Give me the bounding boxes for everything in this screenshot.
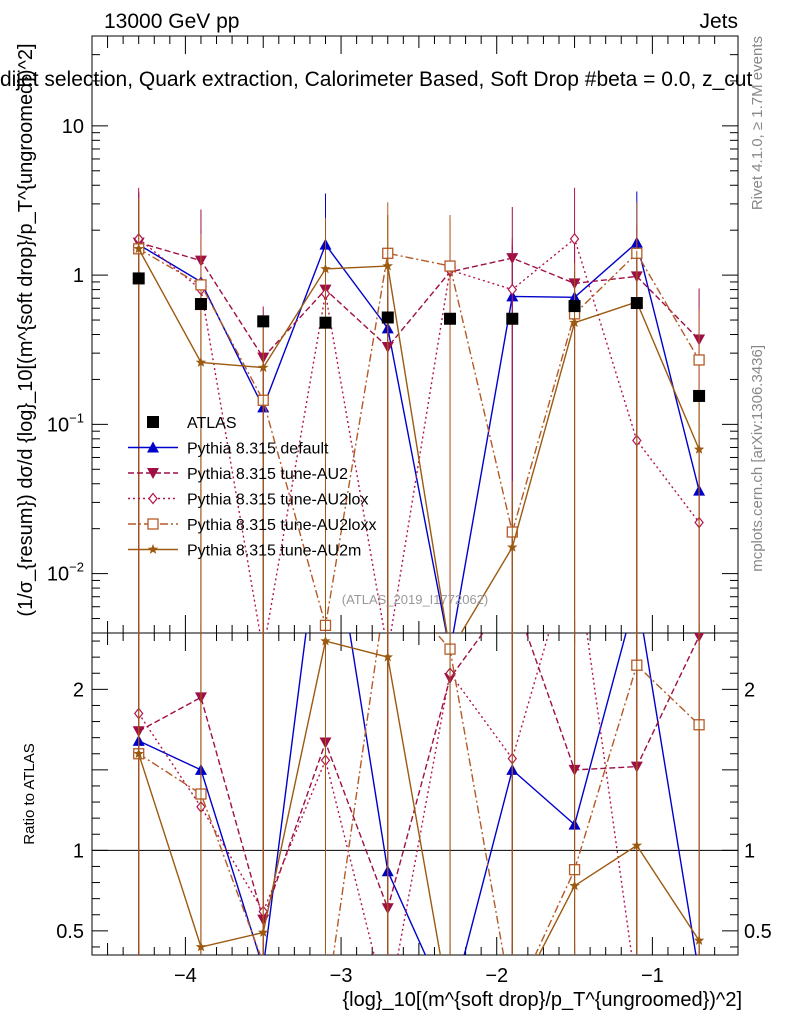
pythia-8-315-tune-au2m-point [693,443,705,454]
pythia-8-315-tune-au2m-ratio-point [320,635,331,646]
ratio-tick-label-right: 2 [744,679,755,701]
mcplots-label: mcplots.cern.ch [arXiv:1306.3436] [749,345,766,572]
pythia-8-315-tune-au2lox-point [569,232,580,245]
atlas-point [132,272,145,285]
pythia-8-315-tune-au2m-ratio-line [138,640,700,955]
pythia-8-315-tune-au2m-ratio-point [133,748,144,759]
ratio-y-axis-label: Ratio to ATLAS [21,743,38,844]
pythia-8-315-tune-au2m-point [258,362,269,373]
ratio-tick-label-right: 1 [744,840,755,862]
pythia-8-315-default-line [138,241,700,633]
pythia-8-315-tune-au2lox-point [507,283,518,296]
pythia-8-315-tune-au2m-point [133,243,144,254]
atlas-point [319,316,332,329]
pythia-8-315-tune-au2m-ratio-point [195,941,207,952]
pythia-8-315-tune-au2loxx-line [138,248,700,626]
pythia-8-315-tune-au2loxx-point [693,354,705,366]
ratio-y-axis: 0.5 0.5 1 1 2 2 [56,640,772,948]
atlas-point [568,300,581,313]
atlas-point [381,311,394,324]
y-tick-label: 10 [62,116,84,138]
pythia-8-315-tune-au2loxx-point [444,260,456,272]
x-tick-label: −4 [174,965,197,987]
atlas-point [693,389,706,402]
pythia-8-315-tune-au2m-ratio-point [258,927,269,937]
header-right: Jets [699,10,738,33]
pythia-8-315-tune-au2loxx-legend-label: Pythia 8.315 tune-AU2loxx [187,517,376,534]
x-tick-label: −2 [485,965,508,987]
pythia-8-315-tune-au2loxx-ratio-point [258,958,268,968]
ratio-tick-label-left: 2 [73,679,84,701]
x-axis-label: {log}_10[(m^{soft drop}/p_T^{ungroomed})… [342,989,742,1011]
pythia-8-315-tune-au2m-ratio-point [569,880,580,891]
pythia-8-315-tune-au2m-legend-marker [147,544,159,554]
atlas-point [257,315,270,328]
ratio-series-layer [132,633,705,1015]
x-tick-label: −3 [330,965,353,987]
pythia-8-315-tune-au2m-line [138,248,700,633]
pythia-8-315-tune-au2lox-legend-marker [148,492,158,505]
atlas-point [444,312,457,325]
legend: ATLAS Pythia 8.315 default Pythia 8.315 tu… [128,415,376,560]
atlas-point [506,312,519,325]
y-axis-label: (1/σ_{resum}) dσ/d {log}_10[(m^{soft dro… [15,43,37,616]
y-tick-label: 10−2 [47,560,84,586]
atlas-point [630,297,643,310]
main-y-axis: 10−2 10−1 1 10 [47,35,738,634]
pythia-8-315-tune-au2m-point [507,541,518,552]
atlas-point [194,298,207,311]
plot-subtitle: dijet selection, Quark extraction, Calor… [0,68,752,91]
pythia-8-315-tune-au2lox-line [138,237,700,633]
header-left: 13000 GeV pp [104,10,239,33]
pythia-8-315-tune-au2m-point [195,356,207,367]
pythia-8-315-tune-au2m-ratio-point [693,935,705,945]
pythia-8-315-default-ratio-point [257,962,269,973]
atlas-legend-marker [147,416,159,428]
ratio-panel-frame [91,632,739,956]
pythia-8-315-tune-au2lox-legend-label: Pythia 8.315 tune-AU2lox [187,492,368,509]
pythia-8-315-tune-au2m-point [569,317,580,328]
pythia-8-315-tune-au2m-point [320,263,331,274]
pythia-8-315-default-ratio-line [138,633,697,955]
pythia-8-315-tune-au2loxx-point [195,279,207,291]
pythia-8-315-tune-au2m-ratio-point [382,651,393,662]
ratio-tick-label-left: 0.5 [56,921,84,943]
pythia-8-315-tune-au2m-legend-label: Pythia 8.315 tune-AU2m [187,543,361,560]
y-tick-label: 1 [73,265,84,287]
pythia-8-315-tune-au2m-ratio-point [631,840,643,850]
pythia-8-315-tune-au2loxx-ratio-point [320,1005,330,1015]
y-tick-label: 10−1 [47,410,84,436]
pythia-8-315-tune-au2-legend-marker [147,468,159,479]
pythia-8-315-tune-au2loxx-ratio-line [138,633,700,955]
main-series-layer [132,187,706,633]
pythia-8-315-tune-au2-legend-label: Pythia 8.315 tune-AU2 [187,466,348,483]
pythia-8-315-tune-au2lox-ratio-line [138,633,633,955]
ratio-tick-label-left: 1 [73,840,84,862]
pythia-8-315-tune-au2loxx-legend-marker [147,518,159,530]
atlas-legend-label: ATLAS [187,415,237,432]
rivet-label: Rivet 4.1.0, ≥ 1.7M events [749,36,766,210]
pythia-8-315-default-legend-marker [147,441,159,453]
x-tick-label: −1 [641,965,664,987]
pythia-8-315-tune-au2-line [138,241,700,359]
pythia-8-315-default-legend-label: Pythia 8.315 default [187,441,329,458]
pythia-8-315-tune-au2m-point [382,260,393,271]
watermark: (ATLAS_2019_I1772062) [342,592,488,607]
ratio-tick-label-right: 0.5 [744,921,772,943]
pythia-8-315-default-ratio-point [693,968,705,979]
